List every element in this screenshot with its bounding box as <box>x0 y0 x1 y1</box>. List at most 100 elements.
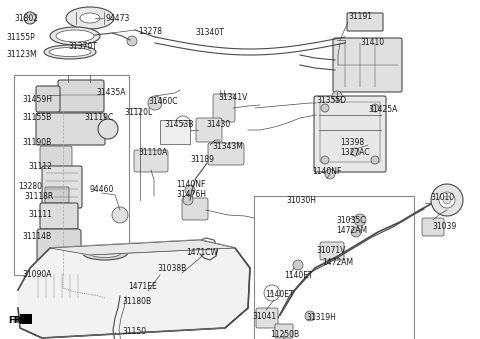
Ellipse shape <box>49 47 91 57</box>
FancyBboxPatch shape <box>422 218 444 236</box>
Text: 1471EE: 1471EE <box>128 282 157 291</box>
FancyBboxPatch shape <box>196 118 222 142</box>
Text: 31120L: 31120L <box>124 108 152 117</box>
Circle shape <box>371 156 379 164</box>
Text: 31112: 31112 <box>28 162 52 171</box>
Text: 31190B: 31190B <box>22 138 51 147</box>
Text: 31191: 31191 <box>348 12 372 21</box>
Text: 31150: 31150 <box>122 327 146 336</box>
Text: 31035C: 31035C <box>336 216 365 225</box>
Circle shape <box>332 91 342 101</box>
Text: 1471CW: 1471CW <box>186 248 218 257</box>
Text: 31319H: 31319H <box>306 313 336 322</box>
FancyBboxPatch shape <box>32 270 94 302</box>
Ellipse shape <box>89 248 121 258</box>
Text: 31425A: 31425A <box>368 105 397 114</box>
Text: 31030H: 31030H <box>286 196 316 205</box>
Text: 1140NF: 1140NF <box>176 180 205 189</box>
Polygon shape <box>50 240 235 255</box>
Text: 31039: 31039 <box>432 222 456 231</box>
Ellipse shape <box>83 246 128 260</box>
Text: 31038B: 31038B <box>157 264 186 273</box>
Text: 31410: 31410 <box>360 38 384 47</box>
Text: 31453B: 31453B <box>164 120 193 129</box>
FancyBboxPatch shape <box>36 113 105 145</box>
FancyBboxPatch shape <box>314 96 386 172</box>
Text: 1140NF: 1140NF <box>312 167 341 176</box>
Circle shape <box>183 195 193 205</box>
Circle shape <box>321 156 329 164</box>
Circle shape <box>439 192 455 208</box>
Circle shape <box>351 227 361 237</box>
Text: 1327AC: 1327AC <box>340 148 370 157</box>
Text: 1472AM: 1472AM <box>336 226 367 235</box>
FancyBboxPatch shape <box>36 86 60 112</box>
FancyBboxPatch shape <box>158 262 184 284</box>
Ellipse shape <box>44 45 96 59</box>
Text: 13278: 13278 <box>138 27 162 36</box>
Text: 31123M: 31123M <box>6 50 36 59</box>
Text: 31119C: 31119C <box>84 113 113 122</box>
Polygon shape <box>18 240 250 338</box>
FancyBboxPatch shape <box>40 203 78 229</box>
Text: 31010: 31010 <box>430 193 454 202</box>
Circle shape <box>98 119 118 139</box>
FancyBboxPatch shape <box>320 242 344 260</box>
FancyBboxPatch shape <box>333 38 402 92</box>
Text: 31189: 31189 <box>190 155 214 164</box>
Circle shape <box>24 12 36 24</box>
Text: 94460: 94460 <box>90 185 114 194</box>
Circle shape <box>264 285 280 301</box>
Circle shape <box>293 260 303 270</box>
FancyBboxPatch shape <box>45 187 69 203</box>
Circle shape <box>185 185 195 195</box>
Text: 31114B: 31114B <box>22 232 51 241</box>
FancyBboxPatch shape <box>37 229 81 273</box>
Text: 31118R: 31118R <box>24 192 53 201</box>
Text: 31460C: 31460C <box>148 97 178 106</box>
FancyBboxPatch shape <box>160 120 190 144</box>
Circle shape <box>127 36 137 46</box>
Circle shape <box>112 207 128 223</box>
Ellipse shape <box>56 30 94 42</box>
Text: 1140ET: 1140ET <box>284 271 312 280</box>
Text: 94473: 94473 <box>105 14 130 23</box>
Text: 31459H: 31459H <box>22 95 52 104</box>
Text: 13398: 13398 <box>340 138 364 147</box>
Circle shape <box>305 311 315 321</box>
FancyBboxPatch shape <box>20 314 32 324</box>
Circle shape <box>331 250 341 260</box>
Text: 31155B: 31155B <box>22 113 51 122</box>
Text: 31476H: 31476H <box>176 190 206 199</box>
Text: 31180B: 31180B <box>122 297 151 306</box>
Circle shape <box>175 116 191 132</box>
Text: 13280: 13280 <box>18 182 42 191</box>
Text: 31110A: 31110A <box>138 148 167 157</box>
FancyBboxPatch shape <box>42 166 82 208</box>
Circle shape <box>431 184 463 216</box>
Text: A: A <box>181 121 185 126</box>
FancyBboxPatch shape <box>134 150 168 172</box>
Text: 31155P: 31155P <box>6 33 35 42</box>
Text: 31340T: 31340T <box>195 28 224 37</box>
Text: 11250B: 11250B <box>270 330 299 339</box>
Circle shape <box>443 196 451 204</box>
Text: 31355D: 31355D <box>316 96 346 105</box>
FancyBboxPatch shape <box>213 94 235 122</box>
Text: 31343M: 31343M <box>212 142 243 151</box>
Circle shape <box>371 104 379 112</box>
Circle shape <box>148 96 162 110</box>
Text: 31111: 31111 <box>28 210 52 219</box>
Text: 31802: 31802 <box>14 14 38 23</box>
Circle shape <box>325 169 335 179</box>
FancyBboxPatch shape <box>126 283 150 301</box>
Ellipse shape <box>80 13 100 23</box>
Text: 31090A: 31090A <box>22 270 51 279</box>
FancyBboxPatch shape <box>182 198 208 220</box>
Text: A: A <box>270 291 274 296</box>
Text: 31370T: 31370T <box>68 42 97 51</box>
Text: 31071V: 31071V <box>316 246 346 255</box>
FancyBboxPatch shape <box>275 324 293 338</box>
Ellipse shape <box>50 27 100 45</box>
Text: 1140ET: 1140ET <box>265 290 294 299</box>
